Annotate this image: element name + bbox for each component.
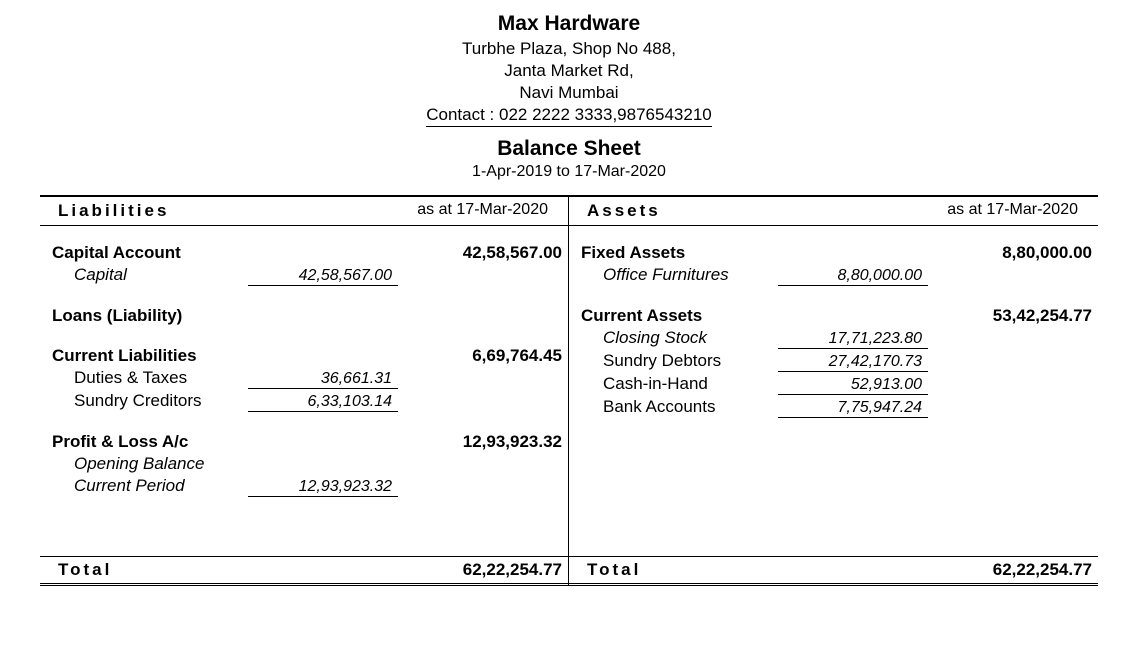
- assets-total-row: Total 62,22,254.77: [569, 556, 1098, 586]
- duties-label: Duties & Taxes: [40, 368, 248, 388]
- company-name: Max Hardware: [40, 12, 1098, 36]
- pl-group: Profit & Loss A/c 12,93,923.32 Opening B…: [40, 431, 568, 498]
- assets-column: Assets as at 17-Mar-2020 Fixed Assets 8,…: [569, 197, 1098, 586]
- liabilities-column: Liabilities as at 17-Mar-2020 Capital Ac…: [40, 197, 569, 586]
- assets-header-row: Assets as at 17-Mar-2020: [569, 197, 1098, 226]
- closing-stock-value: 17,71,223.80: [778, 330, 928, 349]
- creditors-value: 6,33,103.14: [248, 393, 398, 412]
- loans-label: Loans (Liability): [40, 306, 248, 326]
- office-furnitures-label: Office Furnitures: [569, 265, 778, 285]
- capital-account-group: Capital Account 42,58,567.00 Capital 42,…: [40, 242, 568, 287]
- current-assets-value: 53,42,254.77: [938, 306, 1098, 326]
- sundry-debtors-label: Sundry Debtors: [569, 351, 778, 371]
- assets-total-label: Total: [569, 560, 938, 580]
- current-assets-group: Current Assets 53,42,254.77 Closing Stoc…: [569, 305, 1098, 419]
- office-furnitures-value: 8,80,000.00: [778, 267, 928, 286]
- bank-accounts-value: 7,75,947.24: [778, 399, 928, 418]
- fixed-assets-value: 8,80,000.00: [938, 243, 1098, 263]
- fixed-assets-group: Fixed Assets 8,80,000.00 Office Furnitur…: [569, 242, 1098, 287]
- pl-value: 12,93,923.32: [408, 432, 568, 452]
- assets-asat: as at 17-Mar-2020: [778, 201, 1098, 221]
- sundry-debtors-value: 27,42,170.73: [778, 353, 928, 372]
- liabilities-header-row: Liabilities as at 17-Mar-2020: [40, 197, 568, 226]
- pl-label: Profit & Loss A/c: [40, 432, 248, 452]
- balance-sheet-table: Liabilities as at 17-Mar-2020 Capital Ac…: [40, 195, 1098, 586]
- date-range: 1-Apr-2019 to 17-Mar-2020: [40, 163, 1098, 181]
- address-line-1: Turbhe Plaza, Shop No 488,: [40, 38, 1098, 60]
- bank-accounts-label: Bank Accounts: [569, 397, 778, 417]
- current-period-label: Current Period: [40, 476, 248, 496]
- liabilities-header: Liabilities: [40, 201, 248, 221]
- current-period-value: 12,93,923.32: [248, 478, 398, 497]
- capital-sub-value: 42,58,567.00: [248, 267, 398, 286]
- current-liabilities-value: 6,69,764.45: [408, 346, 568, 366]
- cash-in-hand-label: Cash-in-Hand: [569, 374, 778, 394]
- cash-in-hand-value: 52,913.00: [778, 376, 928, 395]
- current-assets-label: Current Assets: [569, 306, 778, 326]
- capital-sub-label: Capital: [40, 265, 248, 285]
- liabilities-body: Capital Account 42,58,567.00 Capital 42,…: [40, 226, 568, 556]
- assets-header: Assets: [569, 201, 778, 221]
- capital-account-value: 42,58,567.00: [408, 243, 568, 263]
- assets-total-value: 62,22,254.77: [938, 560, 1098, 580]
- liabilities-total-label: Total: [40, 560, 408, 580]
- current-liabilities-label: Current Liabilities: [40, 346, 248, 366]
- address-line-3: Navi Mumbai: [40, 82, 1098, 104]
- contact-line: Contact : 022 2222 3333,9876543210: [426, 105, 711, 127]
- liabilities-total-row: Total 62,22,254.77: [40, 556, 568, 586]
- report-header: Max Hardware Turbhe Plaza, Shop No 488, …: [40, 12, 1098, 181]
- assets-body: Fixed Assets 8,80,000.00 Office Furnitur…: [569, 226, 1098, 556]
- opening-balance-label: Opening Balance: [40, 454, 248, 474]
- address-line-2: Janta Market Rd,: [40, 60, 1098, 82]
- fixed-assets-label: Fixed Assets: [569, 243, 778, 263]
- liabilities-total-value: 62,22,254.77: [408, 560, 568, 580]
- capital-account-label: Capital Account: [40, 243, 248, 263]
- loans-group: Loans (Liability): [40, 305, 568, 327]
- creditors-label: Sundry Creditors: [40, 391, 248, 411]
- current-liabilities-group: Current Liabilities 6,69,764.45 Duties &…: [40, 345, 568, 413]
- liabilities-asat: as at 17-Mar-2020: [248, 201, 568, 221]
- duties-value: 36,661.31: [248, 370, 398, 389]
- report-title: Balance Sheet: [40, 137, 1098, 161]
- closing-stock-label: Closing Stock: [569, 328, 778, 348]
